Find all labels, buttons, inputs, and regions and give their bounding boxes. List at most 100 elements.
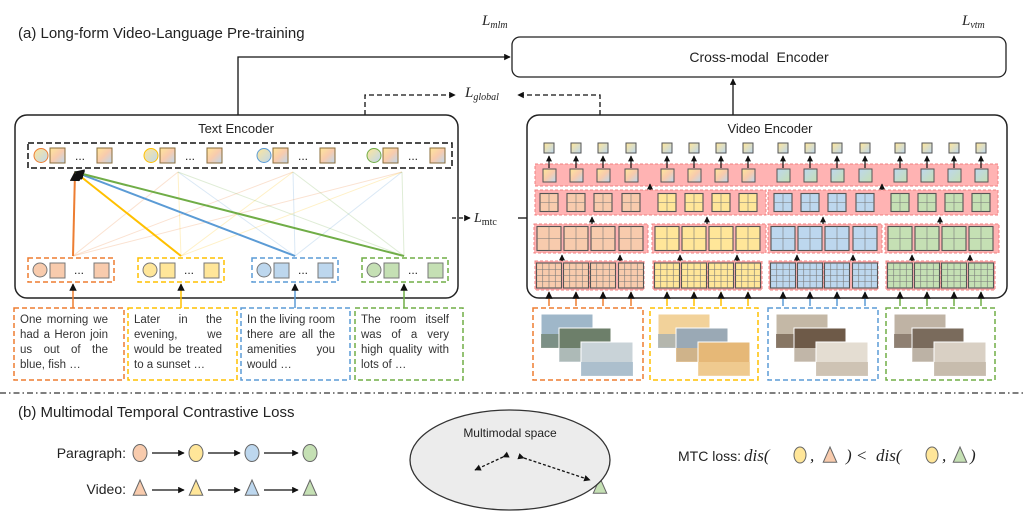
video-output-token [831,142,843,154]
loss-mtc: Lmtc [473,211,497,228]
multimodal-space-ellipse [409,409,611,511]
loss-vtm: Lvtm [961,13,985,31]
paragraph-circle-orange [132,444,148,462]
cls-token-icon [366,148,382,163]
video-output-token [625,142,637,154]
attention-line-green [74,169,405,257]
loss-global-main: L [464,85,473,101]
attention-line-blue [74,170,296,257]
formula-close: ) [969,446,976,465]
paragraph-box-blue [240,307,351,381]
video-output-token [859,142,871,154]
formula-comma: , [810,446,814,465]
token-ellipsis: ... [185,149,195,163]
video-triangle-yellow [188,478,204,496]
loss-vtm-main: L [961,13,970,29]
loss-mlm-main: L [481,13,490,29]
paragraph-circle-blue [244,444,260,462]
video-frame-ground [698,362,750,376]
attention-window-band [534,163,999,187]
word-token-icon [49,147,66,164]
word-token-icon [317,262,334,279]
video-to-global-arrow [517,91,601,115]
cls-token-icon [256,148,272,163]
word-token-icon [427,262,444,279]
paragraph-text-4: The room itself was of a very high quali… [361,314,449,371]
paragraph-text-2: Later in the evening, we would be treate… [134,314,222,371]
word-token-icon [429,147,446,164]
frame-token [660,168,675,183]
multimodal-space-label: Multimodal space [463,426,557,440]
video-label: Video: [87,481,126,497]
frame-token [947,168,962,183]
word-token-icon [206,147,223,164]
frame-token [974,168,989,183]
faint-attention-line [177,171,405,257]
paragraph-box-yellow [127,307,238,381]
formula-lt: ) < [845,446,867,465]
faint-attention-line [72,171,179,257]
paragraph-box-green [354,307,464,381]
frame-token [920,168,935,183]
video-frame-ground [581,362,633,376]
input-token-group-orange [27,257,115,283]
video-output-token [570,142,582,154]
cls-token-icon [256,262,272,278]
cls-token-icon [142,262,158,278]
attention-line-yellow [74,171,182,257]
faint-attention-line [292,171,296,257]
token-ellipsis: ... [75,149,85,163]
loss-mtc-main: L [473,211,482,226]
text-encoder-box [14,114,459,299]
video-output-token [894,142,906,154]
text-to-cross-arrow [237,53,511,115]
paragraph-circle-yellow [188,444,204,462]
faint-attention-line [180,171,403,257]
video-output-token [715,142,727,154]
cross-modal-encoder-box [511,36,1007,78]
frame-token [858,168,873,183]
token-ellipsis: ... [298,149,308,163]
frame-token [776,168,791,183]
formula-comma-2: , [942,446,946,465]
frame-token [714,168,729,183]
near-distance-arrow [474,451,510,471]
token-ellipsis: ... [184,263,194,277]
video-output-token [948,142,960,154]
video-output-token [975,142,987,154]
word-token-icon [272,147,289,164]
video-encoder-box [526,114,1008,299]
loss-mlm-sub: mlm [490,20,507,31]
formula-circle-icon [925,446,939,464]
video-output-token [742,142,754,154]
video-output-token [688,142,700,154]
formula-triangle-near-icon [822,445,838,463]
loss-mtc-sub: mtc [482,217,498,228]
word-token-icon [159,147,176,164]
formula-circle-icon [793,446,807,464]
word-token-icon [93,262,110,279]
frame-token [569,168,584,183]
frame-token [687,168,702,183]
frame-token [624,168,639,183]
video-output-token [597,142,609,154]
video-output-token [543,142,555,154]
faint-attention-line [177,171,182,257]
paragraph-text-3: In the living room there are all the ame… [247,314,335,371]
formula-triangle-far-icon [952,445,968,463]
video-triangle-orange [132,478,148,496]
word-token-icon [203,262,220,279]
faint-attention-line [292,171,405,257]
formula-dis1: dis( [744,446,771,465]
video-output-token [804,142,816,154]
text-encoder-label: Text Encoder [198,121,275,136]
video-encoder-label: Video Encoder [727,121,813,136]
video-clip-box-blue [767,307,879,381]
loss-mlm: Lmlm [481,13,508,31]
token-ellipsis: ... [298,263,308,277]
frame-token [830,168,845,183]
token-ellipsis: ... [408,149,418,163]
paragraph-box-orange [13,307,125,381]
input-token-group-yellow [137,257,225,283]
